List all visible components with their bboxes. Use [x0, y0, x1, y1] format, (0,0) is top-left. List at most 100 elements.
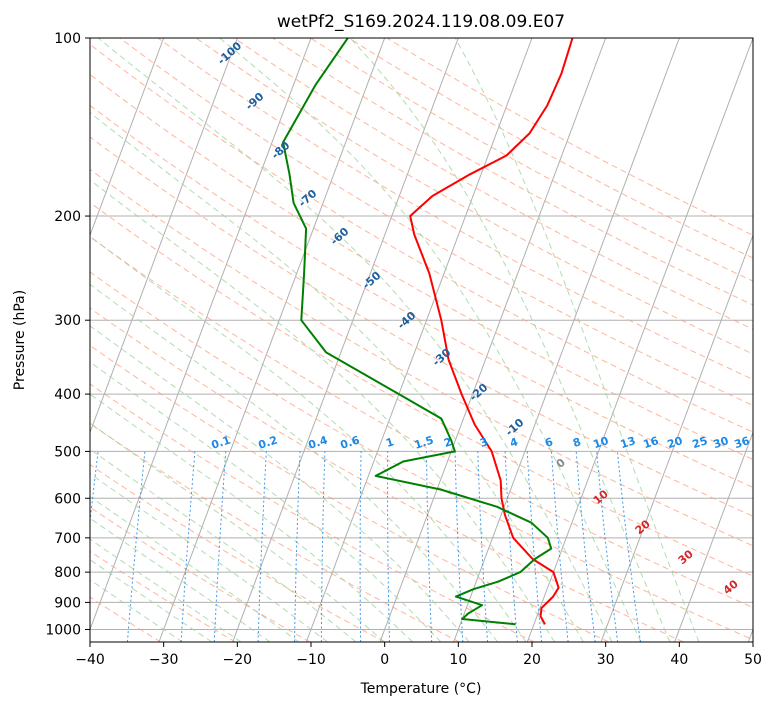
- moist-adiabat: [219, 38, 642, 642]
- dry-adiabat: [90, 43, 753, 433]
- moist-adiabat: [90, 235, 527, 642]
- moist-adiabat: [90, 517, 271, 642]
- moist-adiabat-label: 30: [676, 547, 696, 567]
- isotherm: [90, 38, 165, 237]
- mixing-ratio-line: [126, 451, 146, 642]
- x-tick-label: −20: [223, 652, 253, 668]
- mixing-ratio-label: 10: [592, 434, 611, 451]
- mixing-ratio-label: 30: [712, 434, 731, 451]
- x-tick-label: 20: [523, 652, 541, 668]
- moist-adiabat: [90, 448, 357, 642]
- moist-adiabat: [90, 179, 556, 642]
- dry-adiabat: [195, 38, 753, 355]
- temperature-line: [409, 38, 574, 625]
- mixing-ratio-line: [526, 451, 543, 642]
- isotherm: [90, 38, 238, 434]
- isotherm: [600, 233, 753, 642]
- mixing-ratio-line: [320, 451, 326, 642]
- isotherm: [747, 628, 753, 642]
- y-tick-label: 900: [54, 595, 81, 611]
- mixing-ratio-line: [575, 451, 596, 642]
- x-tick-label: 40: [670, 652, 688, 668]
- mixing-ratio-label: 0.1: [210, 433, 233, 451]
- dry-adiabat: [0, 38, 11, 642]
- dry-adiabat: [90, 383, 535, 642]
- mixing-ratio-label: 1: [384, 435, 395, 450]
- y-tick-label: 700: [54, 531, 81, 547]
- moist-adiabat: [90, 422, 385, 642]
- mixing-ratio-label: 20: [666, 434, 685, 451]
- x-tick-label: 10: [449, 652, 467, 668]
- x-tick-label: 50: [744, 652, 762, 668]
- moist-adiabat: [349, 38, 671, 642]
- x-tick-label: −30: [149, 652, 179, 668]
- x-tick-label: −40: [75, 652, 105, 668]
- dry-adiabat-label: -90: [243, 90, 267, 113]
- mixing-ratio-line: [294, 451, 301, 642]
- moist-adiabat: [90, 495, 300, 642]
- mixing-ratio-label: 3: [478, 435, 489, 450]
- isotherm: [379, 38, 607, 642]
- chart-title: wetPf2_S169.2024.119.08.09.E07: [277, 12, 565, 32]
- moist-adiabat-label: 20: [633, 517, 653, 537]
- y-tick-label: 200: [54, 209, 81, 225]
- plot-frame: [89, 37, 754, 643]
- isotherm: [453, 38, 680, 642]
- moist-adiabat: [90, 283, 498, 642]
- mixing-ratio-label: 0.2: [257, 433, 280, 451]
- dry-adiabat: [90, 307, 684, 642]
- mixing-ratio-line: [551, 451, 569, 642]
- moist-adiabat: [90, 473, 328, 642]
- y-axis-title: Pressure (hPa): [12, 290, 28, 390]
- mixing-ratio-label: 8: [571, 435, 582, 450]
- dewpoint-line: [282, 38, 553, 626]
- moist-adiabat: [90, 111, 584, 642]
- moist-adiabat: [454, 38, 700, 642]
- mixing-ratio-label: 36: [733, 434, 752, 451]
- isotherm: [526, 38, 753, 642]
- dry-adiabat-label: -40: [395, 309, 419, 332]
- mixing-ratio-line: [257, 451, 267, 642]
- x-tick-label: 0: [380, 652, 389, 668]
- mixing-ratio-line: [596, 451, 619, 642]
- y-tick-label: 400: [54, 387, 81, 403]
- dry-adiabat: [90, 550, 236, 642]
- dry-adiabat: [90, 464, 385, 642]
- mixing-ratio-line: [387, 451, 390, 642]
- mixing-ratio-label: 2: [442, 435, 453, 450]
- mixing-ratio-label: 0.4: [307, 433, 330, 451]
- dry-adiabat: [90, 344, 610, 642]
- mixing-ratio-line: [359, 451, 362, 642]
- mixing-ratio-line: [426, 451, 433, 642]
- y-tick-label: 500: [54, 444, 81, 460]
- moist-adiabat: [90, 325, 470, 642]
- mixing-ratio-label: 16: [642, 434, 661, 451]
- dry-adiabat: [272, 38, 753, 306]
- dry-adiabat: [90, 104, 753, 489]
- isotherm: [90, 38, 312, 631]
- mixing-ratio-line: [504, 451, 518, 642]
- moist-adiabat: [90, 393, 413, 642]
- dry-adiabat: [90, 73, 753, 461]
- isotherm: [674, 430, 753, 642]
- y-axis-ticks: 100 200 300 400 500 600 700 800 900 1000: [45, 31, 90, 638]
- dry-adiabat-label: -100: [215, 39, 244, 67]
- x-axis-title: Temperature (°C): [360, 681, 482, 697]
- moist-adiabat: [90, 559, 213, 642]
- isotherm: [232, 38, 459, 642]
- isotherm: [305, 38, 533, 642]
- y-tick-label: 100: [54, 31, 81, 47]
- mixing-ratio-line: [616, 451, 641, 642]
- mixing-ratio-line: [477, 451, 489, 642]
- mixing-ratio-line: [213, 451, 227, 642]
- mixing-ratio-label: 6: [543, 435, 555, 450]
- dry-adiabat: [90, 506, 311, 642]
- moist-adiabat-label: 40: [721, 577, 741, 597]
- dry-adiabat: [119, 38, 753, 406]
- dry-adiabat-label: -50: [360, 269, 384, 292]
- moist-adiabat: [97, 38, 613, 642]
- dry-adiabat: [90, 168, 753, 547]
- moist-adiabat-label: 10: [591, 487, 611, 507]
- mixing-ratio-label: 0.6: [339, 433, 362, 451]
